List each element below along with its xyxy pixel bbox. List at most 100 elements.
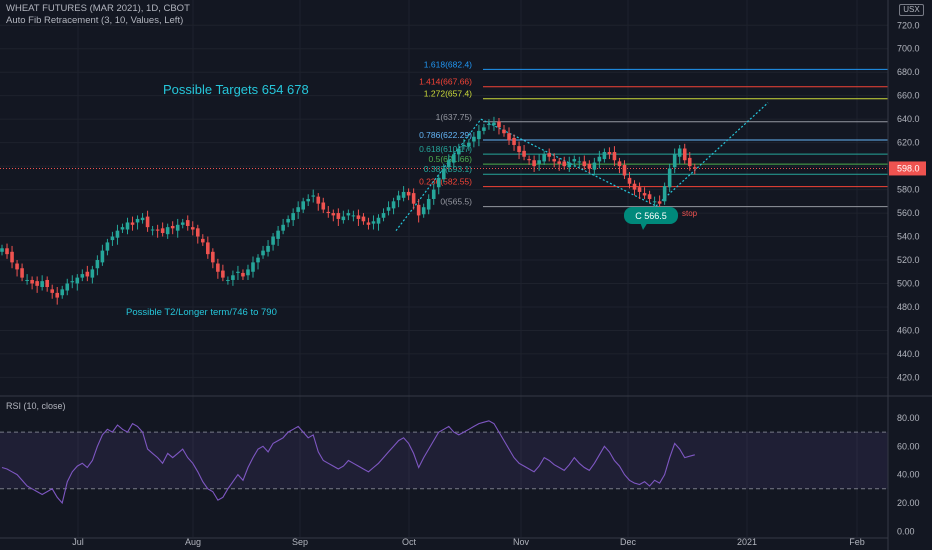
candle [396,195,401,201]
y-tick-label: 440.0 [897,349,920,359]
candle [487,123,491,126]
candle [477,130,481,140]
candle [281,224,285,231]
rsi-y-tick-label: 20.00 [897,498,920,508]
candle [602,152,607,160]
candle [687,157,692,167]
stop-label: stop [682,209,698,218]
chart-title: WHEAT FUTURES (MAR 2021), 1D, CBOT [6,3,190,14]
candle [587,163,592,169]
y-tick-label: 480.0 [897,302,920,312]
candle [562,161,567,167]
candle [662,186,667,202]
candle [276,230,280,239]
y-tick-label: 660.0 [897,91,920,101]
candle [537,160,541,164]
candle [155,229,160,231]
candle [211,251,215,263]
candle [632,183,637,190]
y-tick-label: 560.0 [897,208,920,218]
candle [452,154,456,163]
candle [5,248,9,255]
rsi-pane: 0.00 20.00 40.00 60.00 80.00 [0,413,920,536]
candle [381,213,386,218]
fib-level-label: 0.786(622.29) [419,130,472,140]
callout-label: C 566.5 [635,211,667,221]
candle [256,257,260,263]
currency-badge[interactable]: USX [899,4,924,16]
candle [356,215,361,219]
candle [647,194,652,199]
candle [376,217,381,224]
x-tick-label: Dec [620,537,637,547]
fib-level-label: 0(565.5) [440,197,472,207]
candle [125,222,130,230]
candle [502,129,506,134]
candle [40,281,44,288]
callout-pointer [640,222,648,230]
candle [617,161,622,167]
y-tick-label: 520.0 [897,255,920,265]
candle [467,142,471,147]
rsi-y-tick-label: 60.00 [897,441,920,451]
grid [0,0,888,537]
candle [316,196,321,204]
candle [306,198,311,202]
candle [236,271,240,273]
candle [190,227,195,230]
y-tick-label: 500.0 [897,278,920,288]
candle [406,191,411,196]
candle [351,215,356,217]
candle [401,191,406,198]
candle [582,161,587,167]
candle [672,154,677,168]
candle [206,242,210,255]
candle [195,228,200,237]
y-tick-label: 720.0 [897,20,920,30]
candle [100,250,105,263]
y-tick-label: 580.0 [897,185,920,195]
candle [391,201,396,209]
candle [361,216,366,222]
candle [557,161,562,164]
candle [35,281,39,286]
candle [532,160,536,167]
candle [441,168,446,180]
candle [115,230,120,238]
candle [130,222,135,225]
candle [201,238,205,243]
candle [246,269,250,276]
candle [25,279,29,281]
rsi-y-tick-label: 40.00 [897,470,920,480]
candle [657,201,662,204]
candle [682,148,687,161]
candle [692,167,697,169]
trend-line-up [395,118,482,232]
candle [652,201,657,203]
callout-bubble [624,207,678,224]
candle [416,204,421,216]
candle [512,137,516,145]
candle [642,193,647,196]
candle [266,245,270,252]
candle [296,207,300,212]
candle [426,198,431,210]
candle [271,236,275,245]
candle [120,227,125,230]
candle [497,121,501,128]
candle [482,127,486,131]
candle [160,228,165,234]
candle [371,221,376,224]
fib-retracement: 1.618(682.4) 1.414(667.66) 1.272(657.4) 1(6… [419,59,888,208]
rsi-band-fill [0,432,888,489]
candle [50,289,54,293]
candle [110,236,115,241]
price-tag-box [889,161,926,176]
fib-level-label: 1.618(682.4) [424,59,472,69]
indicator-label: Auto Fib Retracement (3, 10, Values, Lef… [6,15,184,26]
candle [431,189,436,199]
candle [612,152,617,161]
candle [527,159,531,161]
